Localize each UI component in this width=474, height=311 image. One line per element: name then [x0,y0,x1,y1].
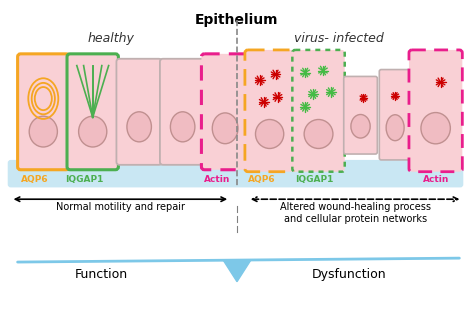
Ellipse shape [351,114,370,138]
Ellipse shape [386,115,404,141]
Text: virus- infected: virus- infected [294,32,383,45]
Text: healthy: healthy [88,32,135,45]
Ellipse shape [255,119,284,148]
Text: IQGAP1: IQGAP1 [64,175,103,184]
Text: AQP6: AQP6 [20,175,48,184]
Polygon shape [223,260,251,282]
FancyBboxPatch shape [245,50,294,172]
FancyBboxPatch shape [8,160,463,188]
Ellipse shape [29,116,57,147]
Ellipse shape [212,113,238,144]
FancyBboxPatch shape [344,77,377,154]
Ellipse shape [421,113,450,144]
FancyBboxPatch shape [67,54,118,170]
Text: Epithelium: Epithelium [195,13,279,27]
FancyBboxPatch shape [201,54,249,170]
Ellipse shape [170,112,195,142]
FancyBboxPatch shape [379,70,411,160]
FancyBboxPatch shape [292,50,345,172]
Text: Actin: Actin [422,175,449,184]
FancyBboxPatch shape [18,54,69,170]
Text: Function: Function [75,268,128,281]
FancyBboxPatch shape [117,59,162,165]
Ellipse shape [127,112,151,142]
FancyBboxPatch shape [160,59,205,165]
Text: Altered wound-healing process
and cellular protein networks: Altered wound-healing process and cellul… [280,202,431,224]
Ellipse shape [304,119,333,148]
Text: Actin: Actin [204,175,230,184]
Text: AQP6: AQP6 [248,175,275,184]
Text: IQGAP1: IQGAP1 [295,175,333,184]
Text: Normal motility and repair: Normal motility and repair [56,202,185,212]
Ellipse shape [79,116,107,147]
Text: Dysfunction: Dysfunction [311,268,386,281]
FancyBboxPatch shape [409,50,462,172]
